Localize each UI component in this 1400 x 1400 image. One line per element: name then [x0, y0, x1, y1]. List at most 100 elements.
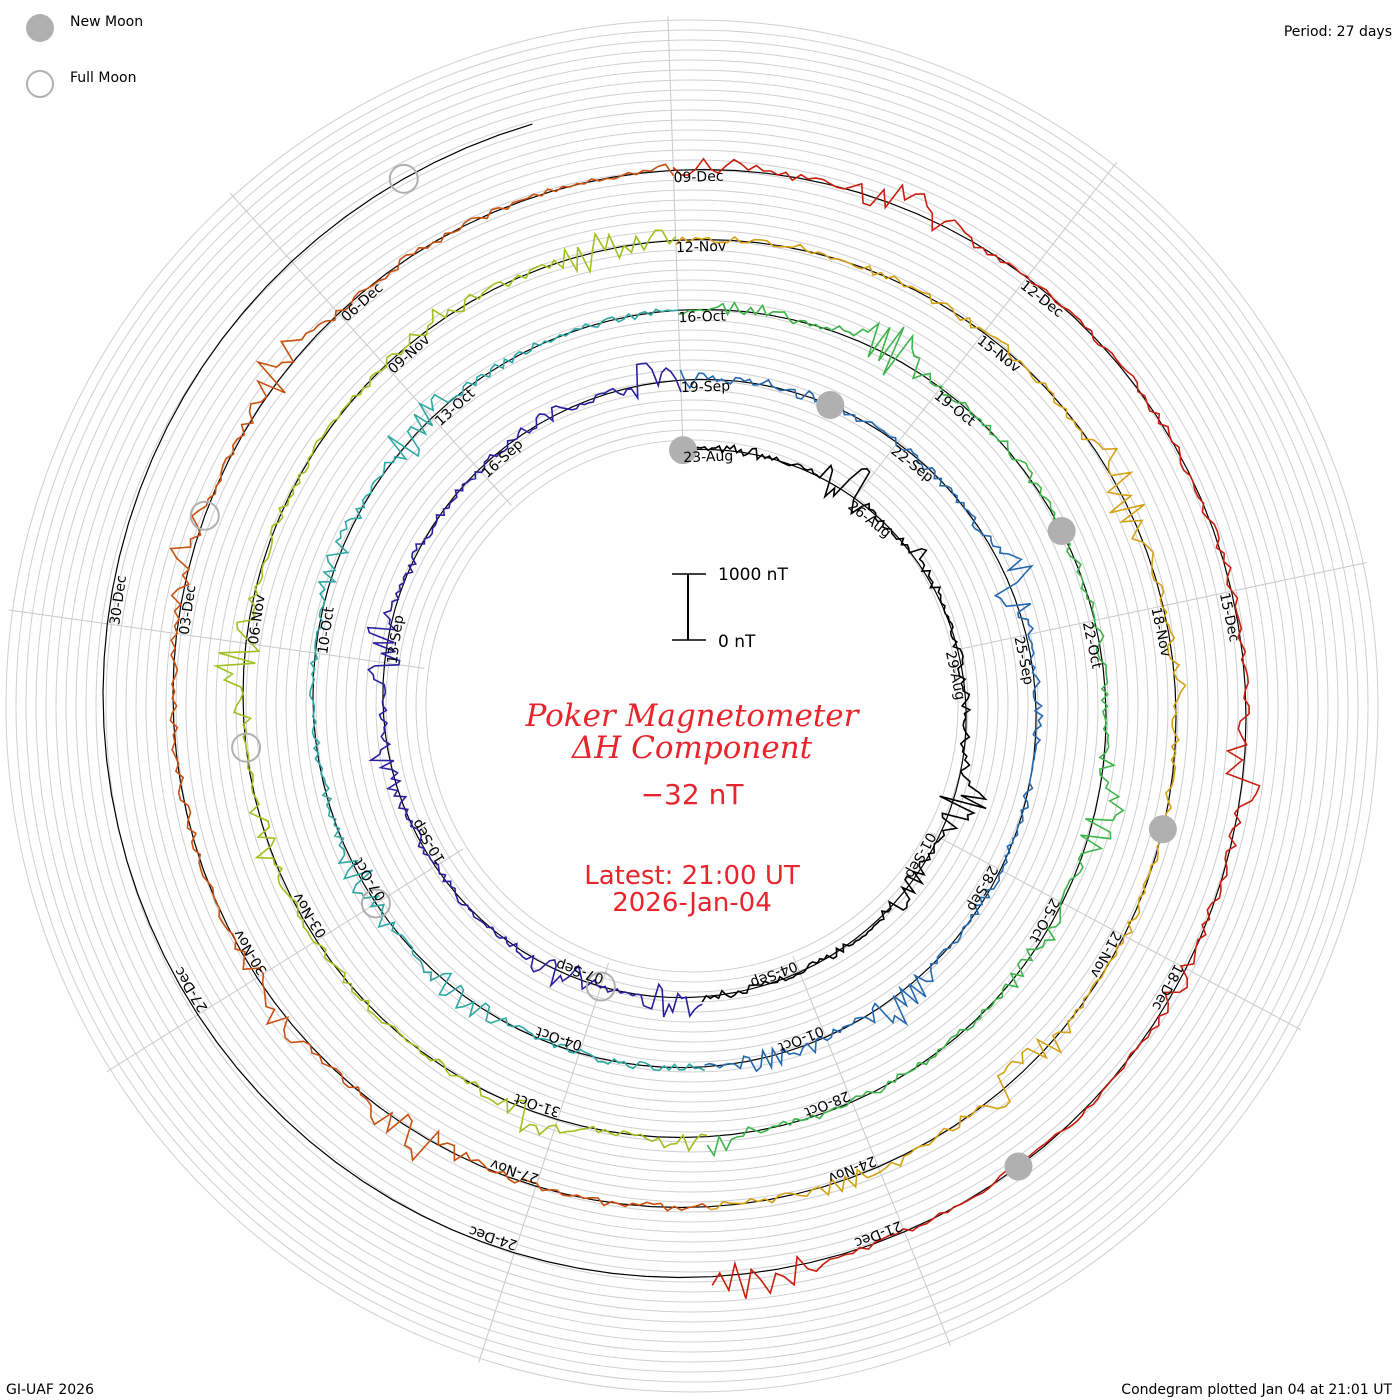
- date-tick-label: 06-Dec: [339, 280, 387, 325]
- new-moon-label: New Moon: [70, 14, 144, 30]
- date-tick-label: 03-Dec: [177, 584, 200, 636]
- trace-rotation-6: [212, 229, 708, 1153]
- grid-ring: [145, 159, 1239, 1253]
- grid-ring: [85, 99, 1299, 1313]
- full-moon-swatch: [26, 70, 54, 98]
- date-tick-label: 12-Nov: [676, 239, 727, 257]
- date-tick-label: 01-Sep: [901, 830, 938, 881]
- date-tick-label: 31-Oct: [512, 1090, 563, 1120]
- grid-ring: [205, 219, 1179, 1193]
- grid-ring: [5, 19, 1379, 1393]
- date-tick-label: 24-Nov: [826, 1152, 879, 1186]
- date-tick-label: 16-Sep: [479, 436, 526, 481]
- grid-ring: [305, 319, 1079, 1093]
- date-tick-label: 04-Sep: [748, 957, 800, 990]
- grid-ring: [315, 329, 1069, 1083]
- grid-ring: [65, 79, 1319, 1333]
- footer-plot-time: Condegram plotted Jan 04 at 21:01 UT: [1121, 1382, 1392, 1398]
- grid-ring: [35, 49, 1349, 1363]
- date-tick-label: 13-Oct: [432, 385, 478, 429]
- date-tick-label: 25-Oct: [1026, 895, 1063, 945]
- new-moon-marker: [1004, 1152, 1033, 1181]
- new-moon-marker: [816, 391, 845, 420]
- date-tick-label: 27-Nov: [488, 1156, 541, 1187]
- date-tick-label: 12-Dec: [1017, 278, 1066, 321]
- date-tick-label: 16-Oct: [678, 309, 727, 327]
- grid-ring: [165, 179, 1219, 1233]
- spoke: [106, 848, 464, 1073]
- date-tick-label: 18-Dec: [1148, 961, 1186, 1013]
- new-moon-marker: [1148, 815, 1177, 844]
- moon-phase-markers: [189, 163, 1177, 1181]
- grid-ring: [135, 149, 1249, 1263]
- center-subtitle: ΔH Component: [571, 730, 813, 766]
- grid-ring: [75, 89, 1309, 1323]
- radial-spokes: [8, 16, 1368, 1363]
- center-title: Poker Magnetometer: [525, 698, 861, 734]
- grid-ring: [185, 199, 1199, 1213]
- date-tick-label: 21-Nov: [1086, 928, 1124, 980]
- grid-rings: [5, 19, 1379, 1393]
- grid-ring: [45, 59, 1339, 1353]
- grid-ring: [335, 349, 1049, 1063]
- spoke: [478, 962, 610, 1363]
- date-tick-label: 23-Aug: [683, 448, 733, 466]
- date-tick-label: 09-Dec: [673, 169, 723, 187]
- grid-ring: [105, 119, 1279, 1293]
- footer-credit: GI-UAF 2026: [6, 1382, 94, 1398]
- date-tick-label: 19-Sep: [681, 378, 731, 396]
- full-moon-marker: [585, 971, 616, 1002]
- grid-ring: [195, 209, 1189, 1203]
- latest-time: Latest: 21:00 UT: [584, 861, 800, 891]
- date-tick-label: 04-Oct: [534, 1023, 585, 1053]
- trace-rotation-1: [682, 444, 988, 1003]
- trace-rotation-5: [678, 300, 1125, 1158]
- period-label: Period: 27 days: [1283, 24, 1392, 40]
- grid-ring: [125, 139, 1259, 1273]
- grid-ring: [55, 69, 1329, 1343]
- new-moon-swatch: [26, 14, 54, 42]
- date-tick-label: 06-Nov: [246, 594, 269, 646]
- grid-ring: [255, 269, 1129, 1143]
- grid-ring: [215, 229, 1169, 1183]
- scale-bar: 1000 nT 0 nT: [672, 565, 788, 652]
- trace-rotation-8: [169, 163, 710, 1212]
- full-moon-marker: [189, 500, 220, 531]
- full-moon-marker: [231, 732, 262, 763]
- full-moon-label: Full Moon: [70, 70, 137, 86]
- grid-ring: [265, 279, 1119, 1133]
- trace-rotation-7: [675, 235, 1187, 1211]
- grid-ring: [415, 429, 969, 983]
- grid-ring: [95, 109, 1289, 1303]
- date-tick-label: 10-Oct: [315, 605, 338, 655]
- full-moon-marker: [388, 163, 419, 194]
- grid-ring: [25, 39, 1359, 1373]
- date-tick-label: 13-Sep: [385, 614, 408, 665]
- grid-ring: [395, 409, 989, 1003]
- new-moon-marker: [1047, 517, 1076, 546]
- spoke: [857, 161, 1118, 494]
- grid-ring: [405, 419, 979, 993]
- grid-ring: [325, 339, 1059, 1073]
- current-value: −32 nT: [641, 778, 745, 811]
- date-tick-label: 24-Dec: [467, 1222, 519, 1253]
- grid-ring: [15, 29, 1369, 1383]
- spoke: [792, 956, 951, 1346]
- trace-rotation-4: [308, 308, 706, 1072]
- date-tick-label: 30-Dec: [107, 574, 130, 626]
- trace-rotation-2: [366, 362, 703, 1019]
- spoke: [229, 192, 512, 506]
- spoke: [8, 609, 425, 669]
- center-values: −32 nT Latest: 21:00 UT 2026-Jan-04: [584, 778, 800, 918]
- date-tick-label: 01-Oct: [775, 1022, 825, 1055]
- grid-ring: [355, 369, 1029, 1043]
- grid-ring: [375, 389, 1009, 1023]
- grid-ring: [285, 299, 1099, 1113]
- center-text: Poker Magnetometer ΔH Component: [525, 698, 861, 766]
- spoke: [667, 16, 684, 437]
- date-tick-label: 28-Oct: [802, 1087, 852, 1120]
- trace-rotation-9: [672, 157, 1261, 1299]
- full-moon-marker: [360, 888, 391, 919]
- date-tick-label: 21-Dec: [852, 1217, 904, 1251]
